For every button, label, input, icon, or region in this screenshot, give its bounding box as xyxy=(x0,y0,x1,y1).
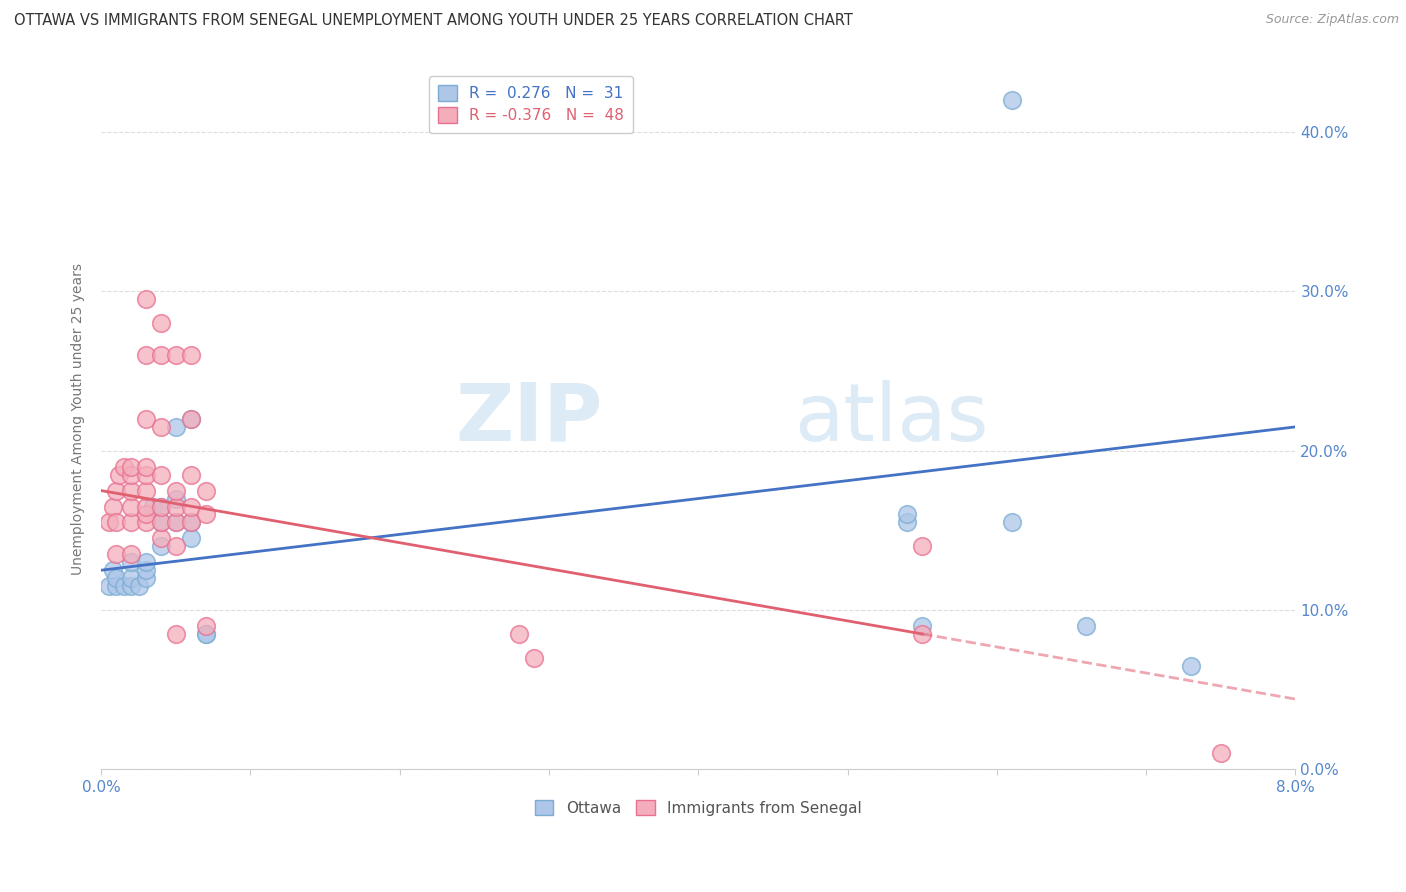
Text: ZIP: ZIP xyxy=(456,380,603,458)
Point xyxy=(135,348,157,362)
Point xyxy=(149,348,172,362)
Point xyxy=(135,293,157,307)
Point xyxy=(508,627,530,641)
Point xyxy=(128,579,150,593)
Point xyxy=(135,483,157,498)
Point xyxy=(108,467,131,482)
Point xyxy=(149,420,172,434)
Point xyxy=(165,491,187,506)
Point xyxy=(896,516,918,530)
Point xyxy=(165,627,187,641)
Point xyxy=(112,459,135,474)
Point xyxy=(180,412,202,426)
Point xyxy=(149,516,172,530)
Point xyxy=(101,500,124,514)
Point xyxy=(165,348,187,362)
Point xyxy=(135,555,157,569)
Point xyxy=(194,627,217,641)
Point xyxy=(135,571,157,585)
Point xyxy=(120,467,142,482)
Point xyxy=(194,508,217,522)
Point xyxy=(896,508,918,522)
Point xyxy=(165,516,187,530)
Point xyxy=(180,500,202,514)
Point xyxy=(97,579,120,593)
Point xyxy=(180,516,202,530)
Point xyxy=(1180,658,1202,673)
Point xyxy=(180,412,202,426)
Point xyxy=(120,459,142,474)
Point xyxy=(105,547,128,561)
Point xyxy=(120,516,142,530)
Point xyxy=(149,532,172,546)
Point xyxy=(105,579,128,593)
Point xyxy=(149,516,172,530)
Point xyxy=(165,539,187,553)
Point xyxy=(165,516,187,530)
Point xyxy=(105,571,128,585)
Point xyxy=(194,483,217,498)
Point xyxy=(112,579,135,593)
Point xyxy=(135,508,157,522)
Point xyxy=(149,500,172,514)
Point xyxy=(97,516,120,530)
Point xyxy=(105,483,128,498)
Point xyxy=(105,516,128,530)
Point xyxy=(1001,516,1024,530)
Point xyxy=(135,516,157,530)
Point xyxy=(135,412,157,426)
Point xyxy=(135,467,157,482)
Point xyxy=(135,563,157,577)
Point xyxy=(135,459,157,474)
Point xyxy=(523,650,546,665)
Point xyxy=(911,619,934,633)
Point xyxy=(149,317,172,331)
Y-axis label: Unemployment Among Youth under 25 years: Unemployment Among Youth under 25 years xyxy=(72,263,86,575)
Point xyxy=(142,500,165,514)
Point xyxy=(194,619,217,633)
Point xyxy=(165,483,187,498)
Point xyxy=(165,420,187,434)
Point xyxy=(135,500,157,514)
Point xyxy=(1076,619,1098,633)
Point xyxy=(180,516,202,530)
Point xyxy=(120,579,142,593)
Point xyxy=(120,483,142,498)
Point xyxy=(180,348,202,362)
Point xyxy=(120,500,142,514)
Text: atlas: atlas xyxy=(794,380,988,458)
Legend: Ottawa, Immigrants from Senegal: Ottawa, Immigrants from Senegal xyxy=(526,790,870,825)
Point xyxy=(911,539,934,553)
Point xyxy=(120,555,142,569)
Text: Source: ZipAtlas.com: Source: ZipAtlas.com xyxy=(1265,13,1399,27)
Point xyxy=(1209,747,1232,761)
Point xyxy=(180,467,202,482)
Point xyxy=(101,563,124,577)
Point xyxy=(1001,94,1024,108)
Point xyxy=(149,467,172,482)
Point xyxy=(120,547,142,561)
Point xyxy=(180,532,202,546)
Point xyxy=(911,627,934,641)
Point xyxy=(149,500,172,514)
Point xyxy=(194,627,217,641)
Point xyxy=(120,571,142,585)
Point xyxy=(165,500,187,514)
Point xyxy=(149,539,172,553)
Text: OTTAWA VS IMMIGRANTS FROM SENEGAL UNEMPLOYMENT AMONG YOUTH UNDER 25 YEARS CORREL: OTTAWA VS IMMIGRANTS FROM SENEGAL UNEMPL… xyxy=(14,13,853,29)
